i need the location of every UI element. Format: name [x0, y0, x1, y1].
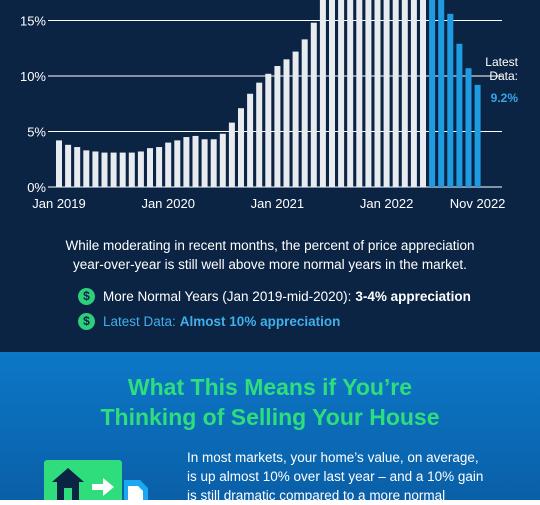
bar: [65, 144, 72, 187]
bar: [183, 137, 190, 187]
bar: [74, 147, 81, 187]
body-line: is still dramatic compared to a more nor…: [187, 488, 446, 503]
bar: [83, 150, 90, 187]
bar: [137, 151, 144, 187]
bar: [274, 66, 281, 187]
body-line: is up almost 10% over last year – and a …: [187, 469, 484, 484]
y-tick-label: 5%: [27, 125, 46, 140]
y-tick-label: 0%: [27, 180, 46, 195]
bar: [238, 108, 244, 187]
x-tick-label: Jan 2022: [360, 196, 414, 211]
bullet-latest-data: $ Latest Data: Almost 10% appreciation: [78, 312, 340, 330]
house-to-document-illustration: [44, 460, 148, 500]
bar: [420, 0, 426, 188]
bar: [392, 0, 399, 188]
bar: [174, 140, 181, 187]
bar: [329, 0, 335, 188]
y-tick-label: 15%: [20, 14, 46, 29]
arrow-right-icon: [92, 478, 114, 496]
bar: [283, 59, 290, 187]
section-heading: What This Means if You’re Thinking of Se…: [0, 372, 540, 432]
annotation-label: Latest: [485, 55, 518, 69]
bullet-normal-years: $ More Normal Years (Jan 2019-mid-2020):…: [78, 287, 471, 305]
bullet-value: 3-4% appreciation: [355, 288, 471, 304]
bar: [119, 152, 126, 187]
bar: [201, 139, 208, 187]
y-tick-label: 10%: [20, 69, 46, 84]
bar: [338, 0, 345, 188]
x-tick-label: Jan 2020: [141, 196, 195, 211]
bar: [410, 0, 417, 188]
chart-section: 0% 5% 10% 15% Jan 2019 Jan 2020 Jan 2021 Jan 20…: [0, 0, 540, 352]
bar: [292, 51, 299, 187]
bar: [56, 140, 62, 187]
bar: [365, 0, 372, 188]
chart-description: While moderating in recent months, the p…: [30, 236, 510, 274]
bar: [128, 152, 135, 187]
bar: [192, 135, 199, 187]
bar: [438, 0, 445, 187]
bar: [465, 68, 472, 187]
document-icon: [124, 480, 148, 500]
bar: [429, 0, 436, 188]
bar: [265, 73, 272, 187]
bar: [219, 133, 226, 187]
bar: [256, 82, 263, 187]
bar: [101, 152, 108, 187]
bar: [228, 122, 235, 187]
bar: [456, 43, 463, 188]
bar: [401, 0, 408, 188]
bar: [447, 13, 454, 188]
bar: [156, 147, 163, 187]
bar: [165, 142, 172, 187]
dollar-icon: $: [78, 312, 95, 330]
x-tick-label: Nov 2022: [450, 196, 506, 211]
bar: [474, 84, 481, 187]
dollar-icon: $: [78, 287, 95, 305]
body-paragraph: In most markets, your home’s value, on a…: [187, 448, 517, 505]
annotation-label: Data:: [489, 69, 518, 83]
body-line: In most markets, your home’s value, on a…: [187, 450, 479, 465]
appreciation-bar-chart: 0% 5% 10% 15% Jan 2019 Jan 2020 Jan 2021 Jan 20…: [20, 0, 519, 211]
annotation-value: 9.2%: [491, 91, 519, 105]
bullet-label: More Normal Years (Jan 2019-mid-2020):: [103, 288, 352, 304]
bar: [310, 22, 317, 187]
bar: [347, 0, 354, 188]
bar: [374, 0, 381, 188]
bullet-label: Latest Data:: [103, 313, 176, 329]
bar: [92, 151, 99, 187]
x-tick-label: Jan 2021: [251, 196, 305, 211]
description-line: While moderating in recent months, the p…: [65, 238, 475, 253]
heading-line: What This Means if You’re: [127, 374, 413, 400]
bar: [210, 139, 217, 187]
bar: [247, 93, 254, 187]
bar: [319, 0, 326, 188]
bar: [356, 0, 363, 188]
bar: [301, 39, 308, 188]
house-icon: [52, 468, 84, 500]
bar: [383, 0, 390, 188]
heading-line: Thinking of Selling Your House: [100, 404, 440, 430]
bar: [110, 152, 117, 187]
bullet-value: Almost 10% appreciation: [179, 313, 341, 329]
x-tick-label: Jan 2019: [32, 196, 86, 211]
bar: [147, 148, 153, 187]
description-line: year-over-year is still well above more …: [73, 257, 467, 272]
